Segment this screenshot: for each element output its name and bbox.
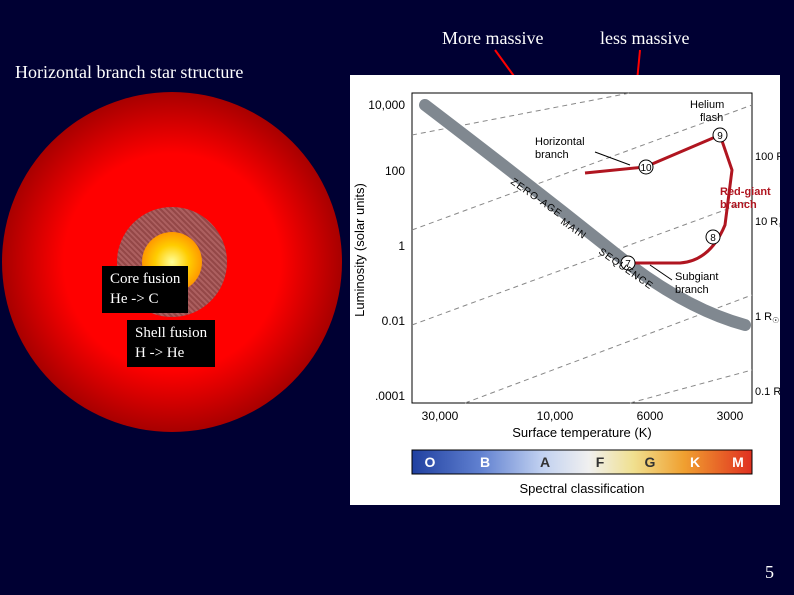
svg-text:9: 9 (717, 131, 723, 142)
svg-text:O: O (425, 454, 436, 470)
page-title: Horizontal branch star structure (15, 62, 243, 83)
svg-text:1: 1 (398, 239, 405, 253)
svg-text:1 R☉: 1 R☉ (755, 311, 779, 325)
svg-text:branch: branch (675, 284, 709, 296)
svg-text:100 R☉: 100 R☉ (755, 151, 780, 165)
svg-text:branch: branch (720, 199, 757, 211)
svg-text:Red-giant: Red-giant (720, 186, 771, 198)
svg-text:G: G (645, 454, 656, 470)
svg-text:Subgiant: Subgiant (675, 271, 718, 283)
svg-text:8: 8 (710, 233, 716, 244)
svg-text:10,000: 10,000 (368, 98, 405, 112)
svg-text:Spectral classification: Spectral classification (520, 481, 645, 496)
svg-text:3000: 3000 (717, 409, 744, 423)
core-fusion-label: Core fusion He -> C (102, 266, 188, 313)
svg-text:F: F (596, 454, 605, 470)
page-number: 5 (765, 562, 774, 583)
star-structure-diagram (2, 92, 342, 432)
svg-text:10,000: 10,000 (537, 409, 574, 423)
svg-text:M: M (732, 454, 744, 470)
svg-text:6000: 6000 (637, 409, 664, 423)
svg-text:B: B (480, 454, 490, 470)
less-massive-label: less massive (600, 28, 690, 49)
svg-text:10: 10 (640, 163, 652, 174)
svg-text:10 R☉: 10 R☉ (755, 216, 780, 230)
svg-text:30,000: 30,000 (422, 409, 459, 423)
svg-text:Surface temperature (K): Surface temperature (K) (512, 425, 651, 440)
shell-fusion-label: Shell fusion H -> He (127, 320, 215, 367)
svg-text:100: 100 (385, 164, 405, 178)
svg-text:Helium: Helium (690, 99, 724, 111)
svg-text:Horizontal: Horizontal (535, 136, 585, 148)
more-massive-label: More massive (442, 28, 543, 49)
svg-text:K: K (690, 454, 700, 470)
svg-text:0.1 R☉: 0.1 R☉ (755, 386, 780, 400)
svg-text:branch: branch (535, 149, 569, 161)
hr-diagram: 7 8 9 10 10,000 100 1 0.01 .0001 30,000 … (350, 75, 780, 505)
svg-text:0.01: 0.01 (382, 314, 406, 328)
hr-svg: 7 8 9 10 10,000 100 1 0.01 .0001 30,000 … (350, 75, 780, 505)
svg-text:.0001: .0001 (375, 389, 405, 403)
svg-text:A: A (540, 454, 550, 470)
svg-text:Luminosity (solar units): Luminosity (solar units) (352, 183, 367, 317)
svg-text:flash: flash (700, 112, 723, 124)
